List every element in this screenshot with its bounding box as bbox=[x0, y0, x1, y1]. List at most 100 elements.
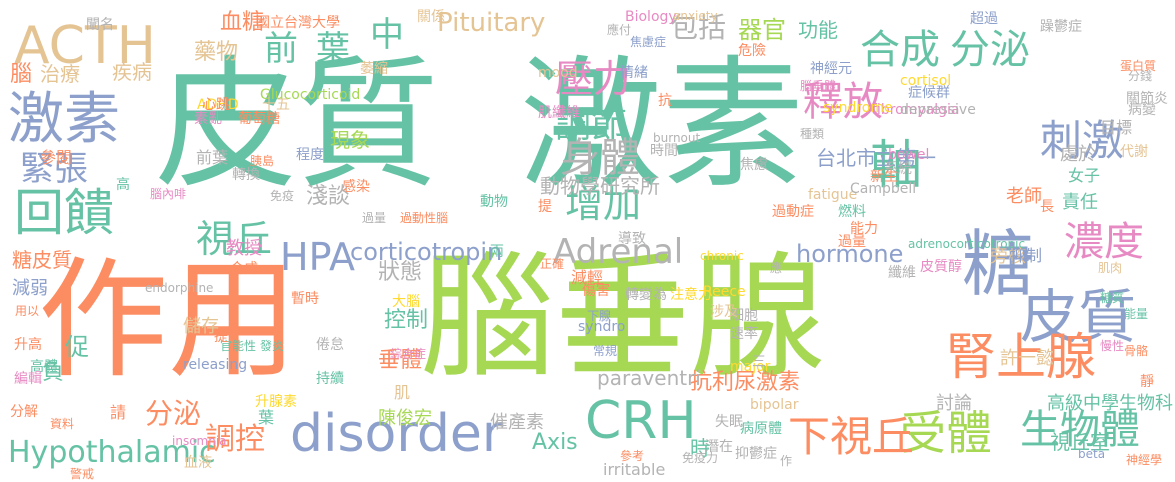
cloud-word: 能量 bbox=[1124, 307, 1149, 321]
cloud-word: 提升 bbox=[214, 329, 242, 345]
cloud-word: 慢性 bbox=[1100, 339, 1125, 353]
cloud-word: 速率 bbox=[730, 326, 758, 342]
cloud-word: 分解 bbox=[10, 404, 38, 420]
cloud-word: 糖皮質 bbox=[12, 248, 72, 272]
cloud-word: releasing bbox=[183, 357, 248, 373]
cloud-word: 感染 bbox=[342, 179, 370, 195]
cloud-word: 注意力 bbox=[670, 287, 712, 303]
cloud-word: 抗 bbox=[658, 93, 672, 109]
cloud-word: 負 bbox=[42, 360, 65, 385]
cloud-word: ACTH bbox=[14, 16, 156, 76]
cloud-word: 兩 bbox=[490, 244, 504, 260]
cloud-word: 旁核 bbox=[990, 246, 1026, 267]
cloud-word: Hypothalamic bbox=[8, 435, 216, 470]
cloud-word: 升腺素 bbox=[255, 394, 297, 410]
cloud-word: 激素 bbox=[8, 87, 120, 152]
cloud-word: 危險 bbox=[738, 43, 766, 59]
cloud-word: 抗利尿激素 bbox=[690, 370, 801, 395]
cloud-word: 疾病 bbox=[112, 60, 152, 84]
cloud-word: 軸 bbox=[870, 136, 923, 196]
cloud-word: 前葉 bbox=[196, 148, 229, 167]
cloud-word: 葉 bbox=[258, 408, 275, 427]
cloud-word: 神經學 bbox=[1126, 453, 1163, 467]
cloud-word: 動物學研究所 bbox=[540, 174, 660, 198]
cloud-word: 時 bbox=[690, 436, 710, 460]
cloud-word: 時間 bbox=[650, 143, 678, 159]
cloud-word: paraventri bbox=[597, 366, 701, 390]
cloud-word: Reece bbox=[703, 284, 746, 300]
cloud-word: 警戒 bbox=[70, 467, 95, 481]
cloud-word: 暫時 bbox=[291, 291, 319, 307]
cloud-word: 神經元 bbox=[810, 61, 852, 77]
cloud-word: 回饋 bbox=[14, 184, 114, 242]
cloud-word: 處於 bbox=[1060, 144, 1096, 165]
cloud-word: 胰島 bbox=[250, 154, 275, 168]
cloud-word: 應付 bbox=[607, 23, 632, 37]
cloud-word: 三 bbox=[752, 354, 766, 370]
cloud-word: 系統 bbox=[884, 161, 912, 177]
cloud-word: 免疫力 bbox=[682, 451, 719, 465]
cloud-word: irritable bbox=[603, 460, 666, 479]
cloud-word: 常規 bbox=[593, 344, 618, 358]
cloud-word: 濃度 bbox=[1064, 219, 1144, 265]
cloud-word: 焦慮症 bbox=[630, 35, 667, 49]
cloud-word: 用以 bbox=[15, 304, 40, 318]
cloud-word: 病變 bbox=[1128, 102, 1156, 118]
cloud-word: 血糖 bbox=[220, 10, 265, 35]
cloud-word: 大腦 bbox=[392, 294, 420, 310]
cloud-word: 釋放 bbox=[803, 79, 883, 125]
cloud-word: 潛在 bbox=[705, 439, 733, 455]
cloud-word: 纖維 bbox=[888, 265, 916, 281]
cloud-word: 超過 bbox=[970, 11, 998, 27]
cloud-word: chronic bbox=[700, 249, 744, 263]
cloud-word: 受體 bbox=[900, 406, 992, 460]
cloud-word: 生物體 bbox=[1020, 407, 1140, 453]
cloud-word: 促 bbox=[65, 333, 89, 361]
cloud-word: 許一懿 bbox=[1000, 348, 1054, 369]
cloud-word: 身體 bbox=[560, 135, 640, 181]
cloud-word: anxiety bbox=[673, 9, 718, 23]
cloud-word: 血液 bbox=[184, 455, 212, 471]
cloud-word: endorphine bbox=[145, 281, 214, 295]
cloud-word: 持續 bbox=[316, 371, 344, 387]
cloud-word: 討論 bbox=[936, 393, 972, 414]
cloud-word: 症候群 bbox=[908, 85, 950, 101]
cloud-word: 分泌 bbox=[950, 27, 1030, 73]
cloud-word: 糖質 bbox=[1100, 291, 1125, 305]
cloud-word: 皮質醇 bbox=[920, 259, 962, 275]
cloud-word: 正確 bbox=[540, 257, 565, 271]
cloud-word: 激素 bbox=[520, 43, 804, 208]
cloud-word: disorder bbox=[290, 404, 504, 464]
cloud-word: 刺激 bbox=[1040, 116, 1125, 165]
cloud-word: 素亂 bbox=[194, 111, 222, 127]
cloud-word: 教授 bbox=[226, 238, 262, 259]
cloud-word: corticotropin bbox=[350, 238, 503, 266]
cloud-word: 視丘室 bbox=[1050, 430, 1110, 454]
cloud-word: mood bbox=[538, 65, 578, 81]
cloud-word: 長 bbox=[1040, 199, 1054, 215]
cloud-word: 腦垂體 bbox=[800, 79, 837, 93]
cloud-word: 轉變為 bbox=[625, 287, 667, 303]
cloud-word: 細胞 bbox=[730, 308, 758, 324]
cloud-word: 分錢 bbox=[1128, 69, 1153, 83]
cloud-word: 抑鬱症 bbox=[735, 446, 777, 462]
cloud-word: 新生 bbox=[870, 169, 898, 185]
cloud-word: 腦內啡 bbox=[150, 187, 187, 201]
cloud-word: 代謝 bbox=[1120, 144, 1148, 160]
cloud-word: syndrome bbox=[823, 100, 893, 116]
cloud-word: 高 bbox=[116, 177, 130, 193]
cloud-word: 倦怠 bbox=[316, 337, 344, 353]
cloud-word: 關節炎 bbox=[1126, 91, 1168, 107]
cloud-word: 增加 bbox=[565, 182, 642, 226]
cloud-word: 老師 bbox=[1006, 186, 1042, 207]
cloud-word: 前 bbox=[264, 29, 298, 69]
cloud-word: 視丘 bbox=[196, 217, 273, 261]
cloud-word: Campbell bbox=[850, 181, 917, 197]
cloud-word: Biology bbox=[625, 9, 677, 25]
cloud-word: beta bbox=[1078, 447, 1106, 461]
cloud-word: 調控 bbox=[205, 422, 265, 457]
cloud-word: 躁鬱症 bbox=[1040, 19, 1082, 35]
cloud-word: 分泌 bbox=[145, 397, 202, 430]
cloud-word: 催產素 bbox=[490, 412, 544, 433]
cloud-word: 提 bbox=[538, 199, 552, 215]
